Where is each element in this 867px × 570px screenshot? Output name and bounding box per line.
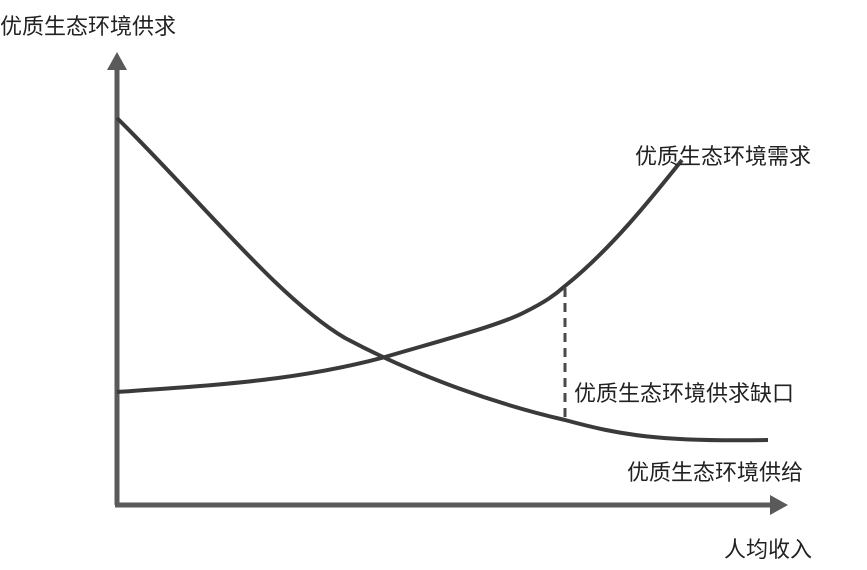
y-axis-label: 优质生态环境供求 bbox=[0, 15, 177, 40]
gap-label: 优质生态环境供求缺口 bbox=[574, 382, 795, 407]
demand-curve-label: 优质生态环境需求 bbox=[635, 145, 812, 170]
demand-curve bbox=[116, 158, 684, 394]
supply-curve-label: 优质生态环境供给 bbox=[627, 461, 804, 486]
x-axis-arrow bbox=[770, 495, 788, 515]
y-axis-arrow bbox=[107, 52, 127, 70]
supply-curve bbox=[115, 116, 769, 443]
x-axis-label: 人均收入 bbox=[724, 538, 813, 563]
